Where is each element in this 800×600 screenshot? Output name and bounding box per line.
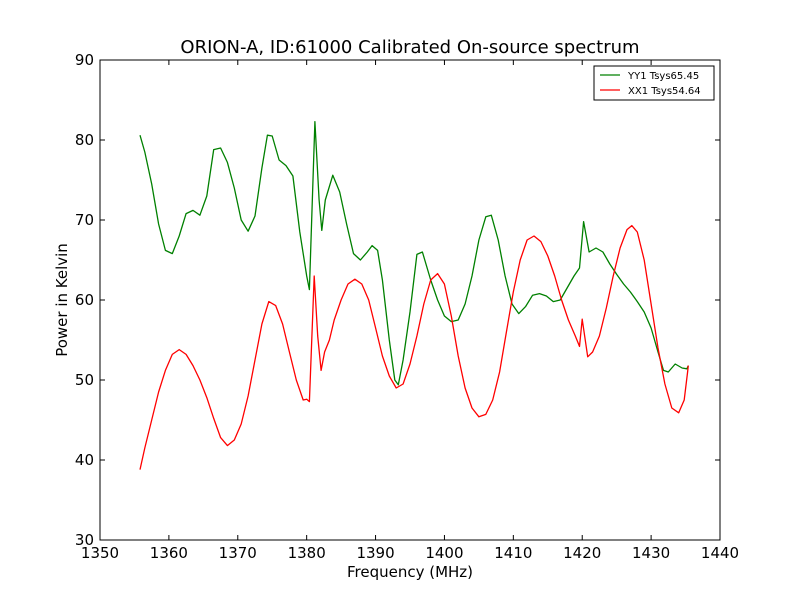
y-tick-label: 70 [75,211,94,229]
legend: YY1 Tsys65.45 XX1 Tsys54.64 [593,65,715,101]
y-tick-label: 50 [75,371,94,389]
y-tick-label: 40 [75,451,94,469]
x-tick-label: 1410 [494,544,532,562]
x-tick-label: 1430 [632,544,670,562]
plot-area [100,60,720,540]
series-line-yy1 [139,120,689,386]
series-lines [139,120,689,470]
x-tick-label: 1400 [425,544,463,562]
x-tick-label: 1390 [356,544,394,562]
y-tick-label: 30 [75,531,94,549]
x-tick-label: 1370 [219,544,257,562]
x-tick-label: 1360 [150,544,188,562]
x-axis-label: Frequency (MHz) [347,563,473,581]
chart-title: ORION-A, ID:61000 Calibrated On-source s… [180,37,639,58]
x-tick-label: 1440 [701,544,739,562]
legend-box [593,65,715,101]
legend-label-yy1: YY1 Tsys65.45 [627,71,699,82]
y-tick-label: 90 [75,51,94,69]
y-tick-label: 60 [75,291,94,309]
axis-ticks: 1350 1360 1370 1380 1390 1400 1410 1420 1430 1440… [75,51,739,562]
series-line-xx1 [139,224,689,470]
legend-label-xx1: XX1 Tsys54.64 [628,86,701,97]
x-tick-label: 1420 [563,544,601,562]
y-axis-label: Power in Kelvin [53,243,71,357]
plot-frame [99,59,721,541]
x-tick-label: 1380 [288,544,326,562]
x-tick-label: 1350 [81,544,119,562]
y-tick-label: 80 [75,131,94,149]
